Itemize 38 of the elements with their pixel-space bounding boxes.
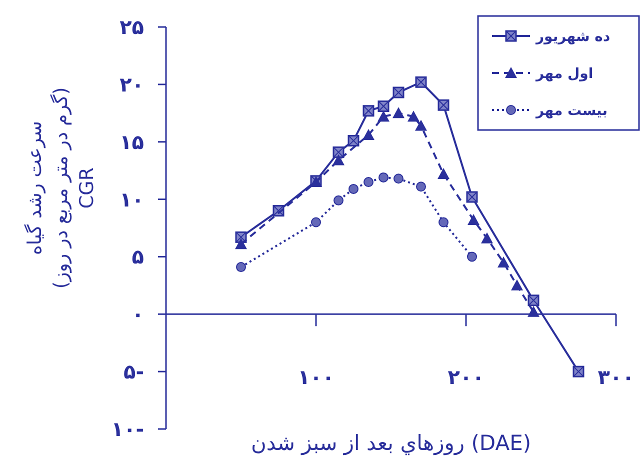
point bbox=[468, 214, 480, 225]
point bbox=[467, 252, 477, 262]
point bbox=[334, 195, 344, 206]
x-tick-label: ۱۰۰ bbox=[298, 365, 334, 390]
point bbox=[416, 182, 426, 192]
point bbox=[415, 120, 427, 131]
point bbox=[511, 279, 523, 290]
y-tick-label: ۵ bbox=[132, 244, 144, 269]
point bbox=[362, 128, 374, 140]
point bbox=[348, 184, 358, 194]
x-tick-label: ۳۰۰ bbox=[598, 365, 634, 390]
x-axis-title: روزهاي بعد از سبز شدن (DAE) bbox=[250, 431, 532, 456]
point bbox=[364, 177, 374, 188]
point bbox=[528, 306, 540, 317]
legend-label: اول مهر bbox=[535, 66, 594, 82]
point bbox=[378, 172, 388, 182]
y-tick-label: ۱۵ bbox=[120, 130, 144, 154]
point bbox=[481, 232, 493, 244]
point bbox=[392, 107, 404, 118]
point bbox=[408, 110, 420, 122]
point bbox=[394, 174, 404, 184]
y-tick-label: ۵- bbox=[123, 360, 144, 384]
y-tick-label: ۲۰ bbox=[120, 72, 144, 96]
y-tick-label: ۲۵ bbox=[120, 15, 144, 39]
point bbox=[236, 262, 246, 272]
point bbox=[235, 238, 247, 250]
point bbox=[498, 256, 510, 268]
y-tick-label: ۱۰ bbox=[120, 187, 144, 212]
y-tick-label: ۰ bbox=[132, 302, 144, 326]
y-tick-label: ۱۰- bbox=[111, 417, 144, 441]
x-tick-label: ۲۰۰ bbox=[448, 365, 484, 390]
point bbox=[438, 168, 450, 180]
point bbox=[438, 217, 448, 228]
legend-label: ده شهریور bbox=[535, 29, 610, 45]
point bbox=[332, 154, 344, 166]
point bbox=[311, 217, 321, 228]
point bbox=[378, 110, 390, 122]
legend-label: بیست مهر bbox=[535, 103, 608, 119]
